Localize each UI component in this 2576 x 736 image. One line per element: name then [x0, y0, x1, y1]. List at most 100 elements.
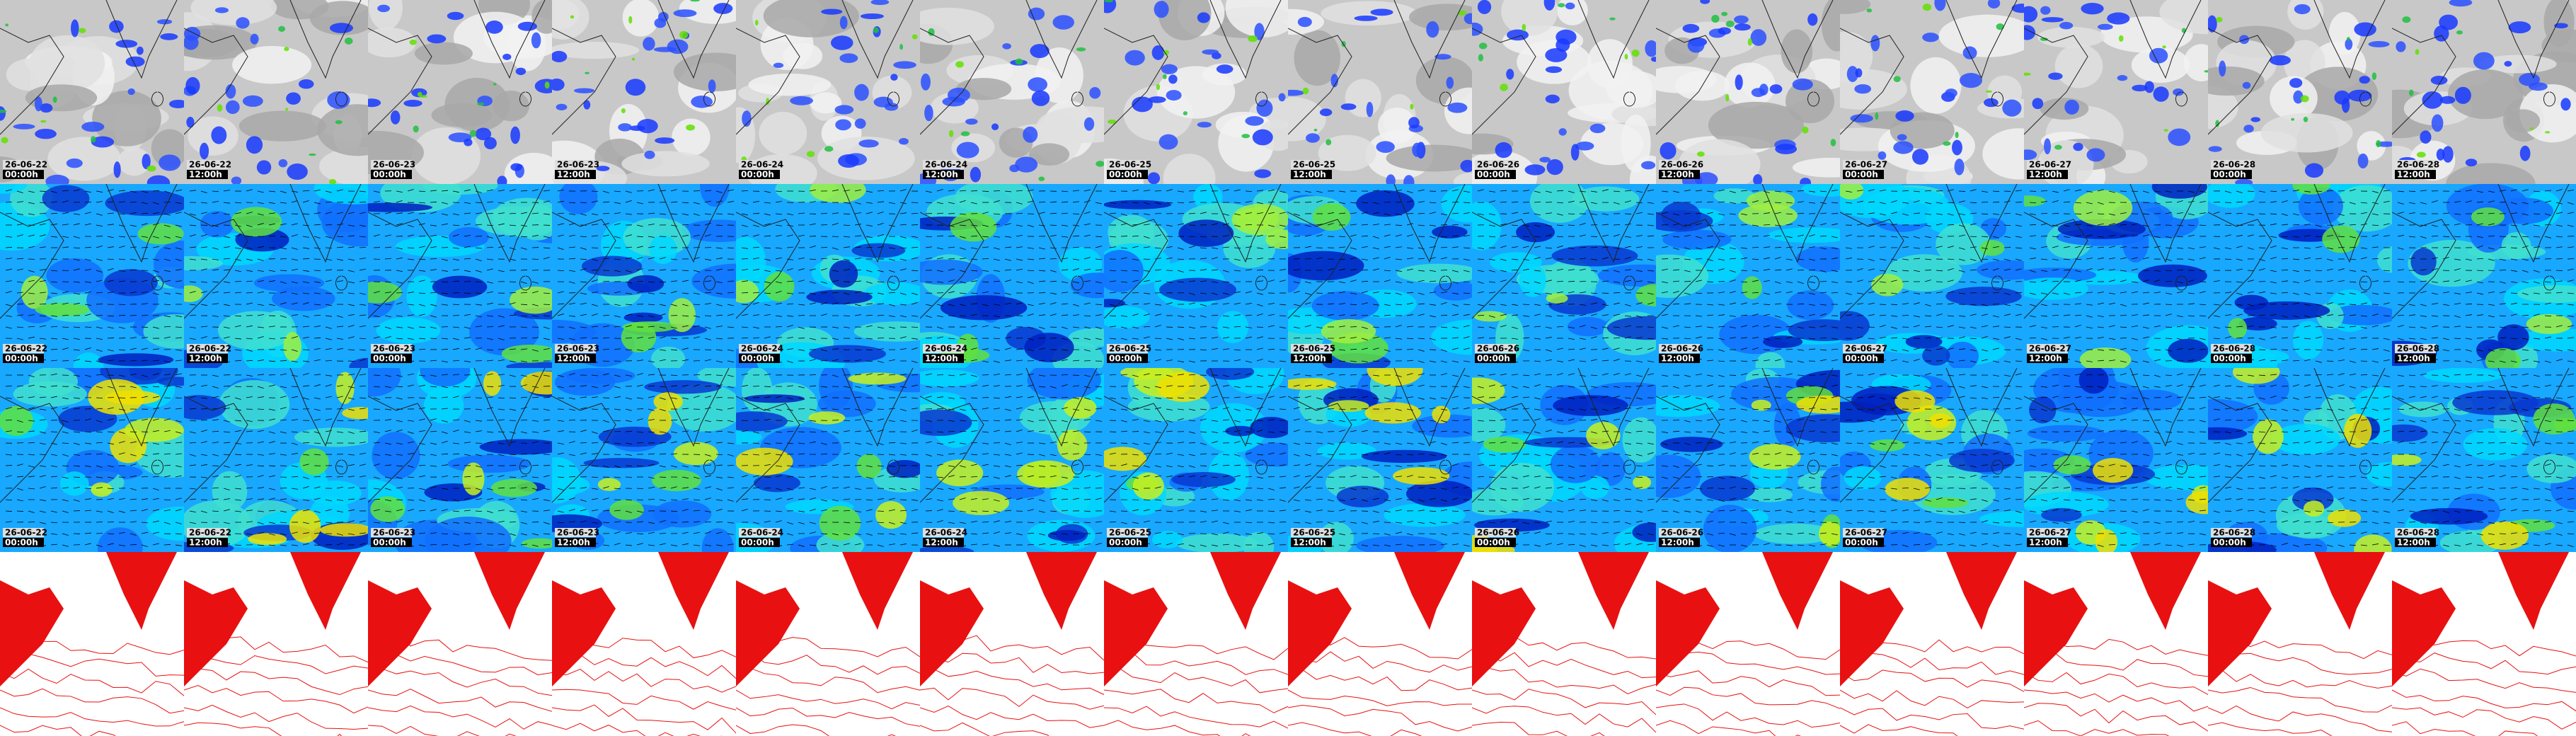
wind-barb — [1350, 522, 1357, 524]
wind-barb — [1316, 510, 1323, 512]
wind-barb — [314, 326, 321, 328]
wind-barb — [1027, 475, 1034, 478]
wind-barb — [948, 291, 955, 294]
wind-barb — [557, 522, 564, 524]
wind-barb — [234, 212, 241, 214]
wind-barb — [1372, 347, 1379, 350]
wind-barb — [625, 532, 632, 534]
wind-barb — [809, 498, 816, 500]
wind-barb — [1109, 246, 1116, 248]
wind-barb — [1061, 374, 1069, 376]
wind-barb — [1234, 396, 1241, 398]
wind-barb — [1154, 258, 1161, 260]
wind-barb — [280, 190, 287, 193]
wind-barb — [1418, 510, 1425, 512]
field-blob — [335, 372, 355, 404]
wind-barb — [520, 326, 527, 328]
wind-barb — [1016, 258, 1023, 261]
field-blob — [47, 137, 121, 181]
wind-barb — [50, 465, 57, 468]
wind-barb — [1050, 408, 1057, 410]
field-blob — [344, 38, 353, 45]
wind-barb — [1154, 442, 1161, 444]
wind-barb — [418, 454, 425, 456]
wind-barb — [84, 360, 91, 362]
wind-barb — [163, 292, 171, 294]
wind-barb — [1188, 302, 1195, 305]
field-blob — [623, 312, 663, 323]
land-mask — [368, 552, 545, 686]
wind-barb — [727, 374, 734, 377]
field-blob — [146, 506, 184, 541]
wind-barb — [693, 384, 700, 387]
wind-barb — [257, 522, 264, 524]
wind-barb — [163, 418, 171, 421]
wind-barb — [1256, 313, 1263, 316]
wind-barb — [1109, 338, 1116, 340]
wind-barb — [798, 268, 805, 271]
field-blob — [475, 206, 552, 236]
wind-barb — [200, 336, 207, 339]
wind-barb — [1418, 522, 1425, 524]
wind-barb — [1143, 292, 1150, 294]
wind-barb — [1406, 338, 1414, 340]
wind-barb — [1279, 374, 1286, 376]
wind-barb — [854, 386, 861, 389]
wind-barb — [257, 190, 264, 193]
wind-barb — [268, 374, 276, 376]
wind-barb — [1072, 268, 1079, 271]
wind-barb — [1027, 488, 1034, 490]
wind-barb — [234, 247, 241, 250]
wind-barb — [486, 498, 493, 500]
wind-barb — [1004, 280, 1011, 282]
wind-barb — [591, 304, 598, 306]
wind-barb — [1384, 499, 1391, 502]
wind-barb — [693, 476, 700, 479]
wind-barb — [1406, 200, 1413, 203]
wind-barb — [163, 408, 171, 410]
wind-barb — [557, 452, 564, 455]
wind-barb — [911, 236, 918, 238]
field-blob — [1017, 460, 1075, 488]
wind-barb — [1132, 270, 1139, 272]
wind-barb — [877, 190, 885, 192]
field-blob — [479, 439, 552, 455]
field-blob — [1252, 129, 1273, 146]
wind-barb — [1095, 213, 1102, 216]
wind-barb — [1027, 408, 1034, 411]
wind-barb — [1372, 397, 1379, 400]
wind-barb — [1406, 326, 1413, 328]
wind-barb — [373, 336, 380, 339]
wind-barb — [118, 498, 125, 500]
wind-barb — [1120, 326, 1127, 329]
wind-barb — [614, 270, 621, 272]
field-blob — [475, 127, 492, 141]
wind-barb — [1245, 509, 1252, 512]
wind-barb — [1440, 360, 1447, 363]
wind-barb — [1027, 373, 1034, 376]
wind-barb — [1384, 280, 1391, 282]
contour-line — [184, 722, 343, 736]
wind-barb — [1083, 212, 1091, 214]
wind-barb — [1372, 190, 1379, 192]
wind-barb — [28, 454, 35, 456]
field-blob — [447, 454, 531, 473]
wind-barb — [670, 304, 677, 306]
wind-barb — [418, 190, 426, 192]
field-blob — [835, 119, 851, 131]
wind-barb — [715, 397, 723, 398]
wind-barb — [982, 510, 989, 512]
wind-barb — [614, 386, 621, 389]
wind-barb — [1406, 408, 1413, 411]
wind-barb — [568, 281, 575, 284]
wind-barb — [28, 326, 35, 328]
wind-barb — [970, 247, 977, 249]
panel-time: 00:00h — [5, 538, 38, 548]
wind-barb — [970, 347, 977, 350]
wind-barb — [50, 442, 57, 445]
field-blob — [544, 81, 550, 89]
coastline — [552, 184, 730, 319]
wind-barb — [843, 302, 850, 305]
wind-barb — [715, 488, 723, 491]
wind-barb — [764, 292, 771, 294]
